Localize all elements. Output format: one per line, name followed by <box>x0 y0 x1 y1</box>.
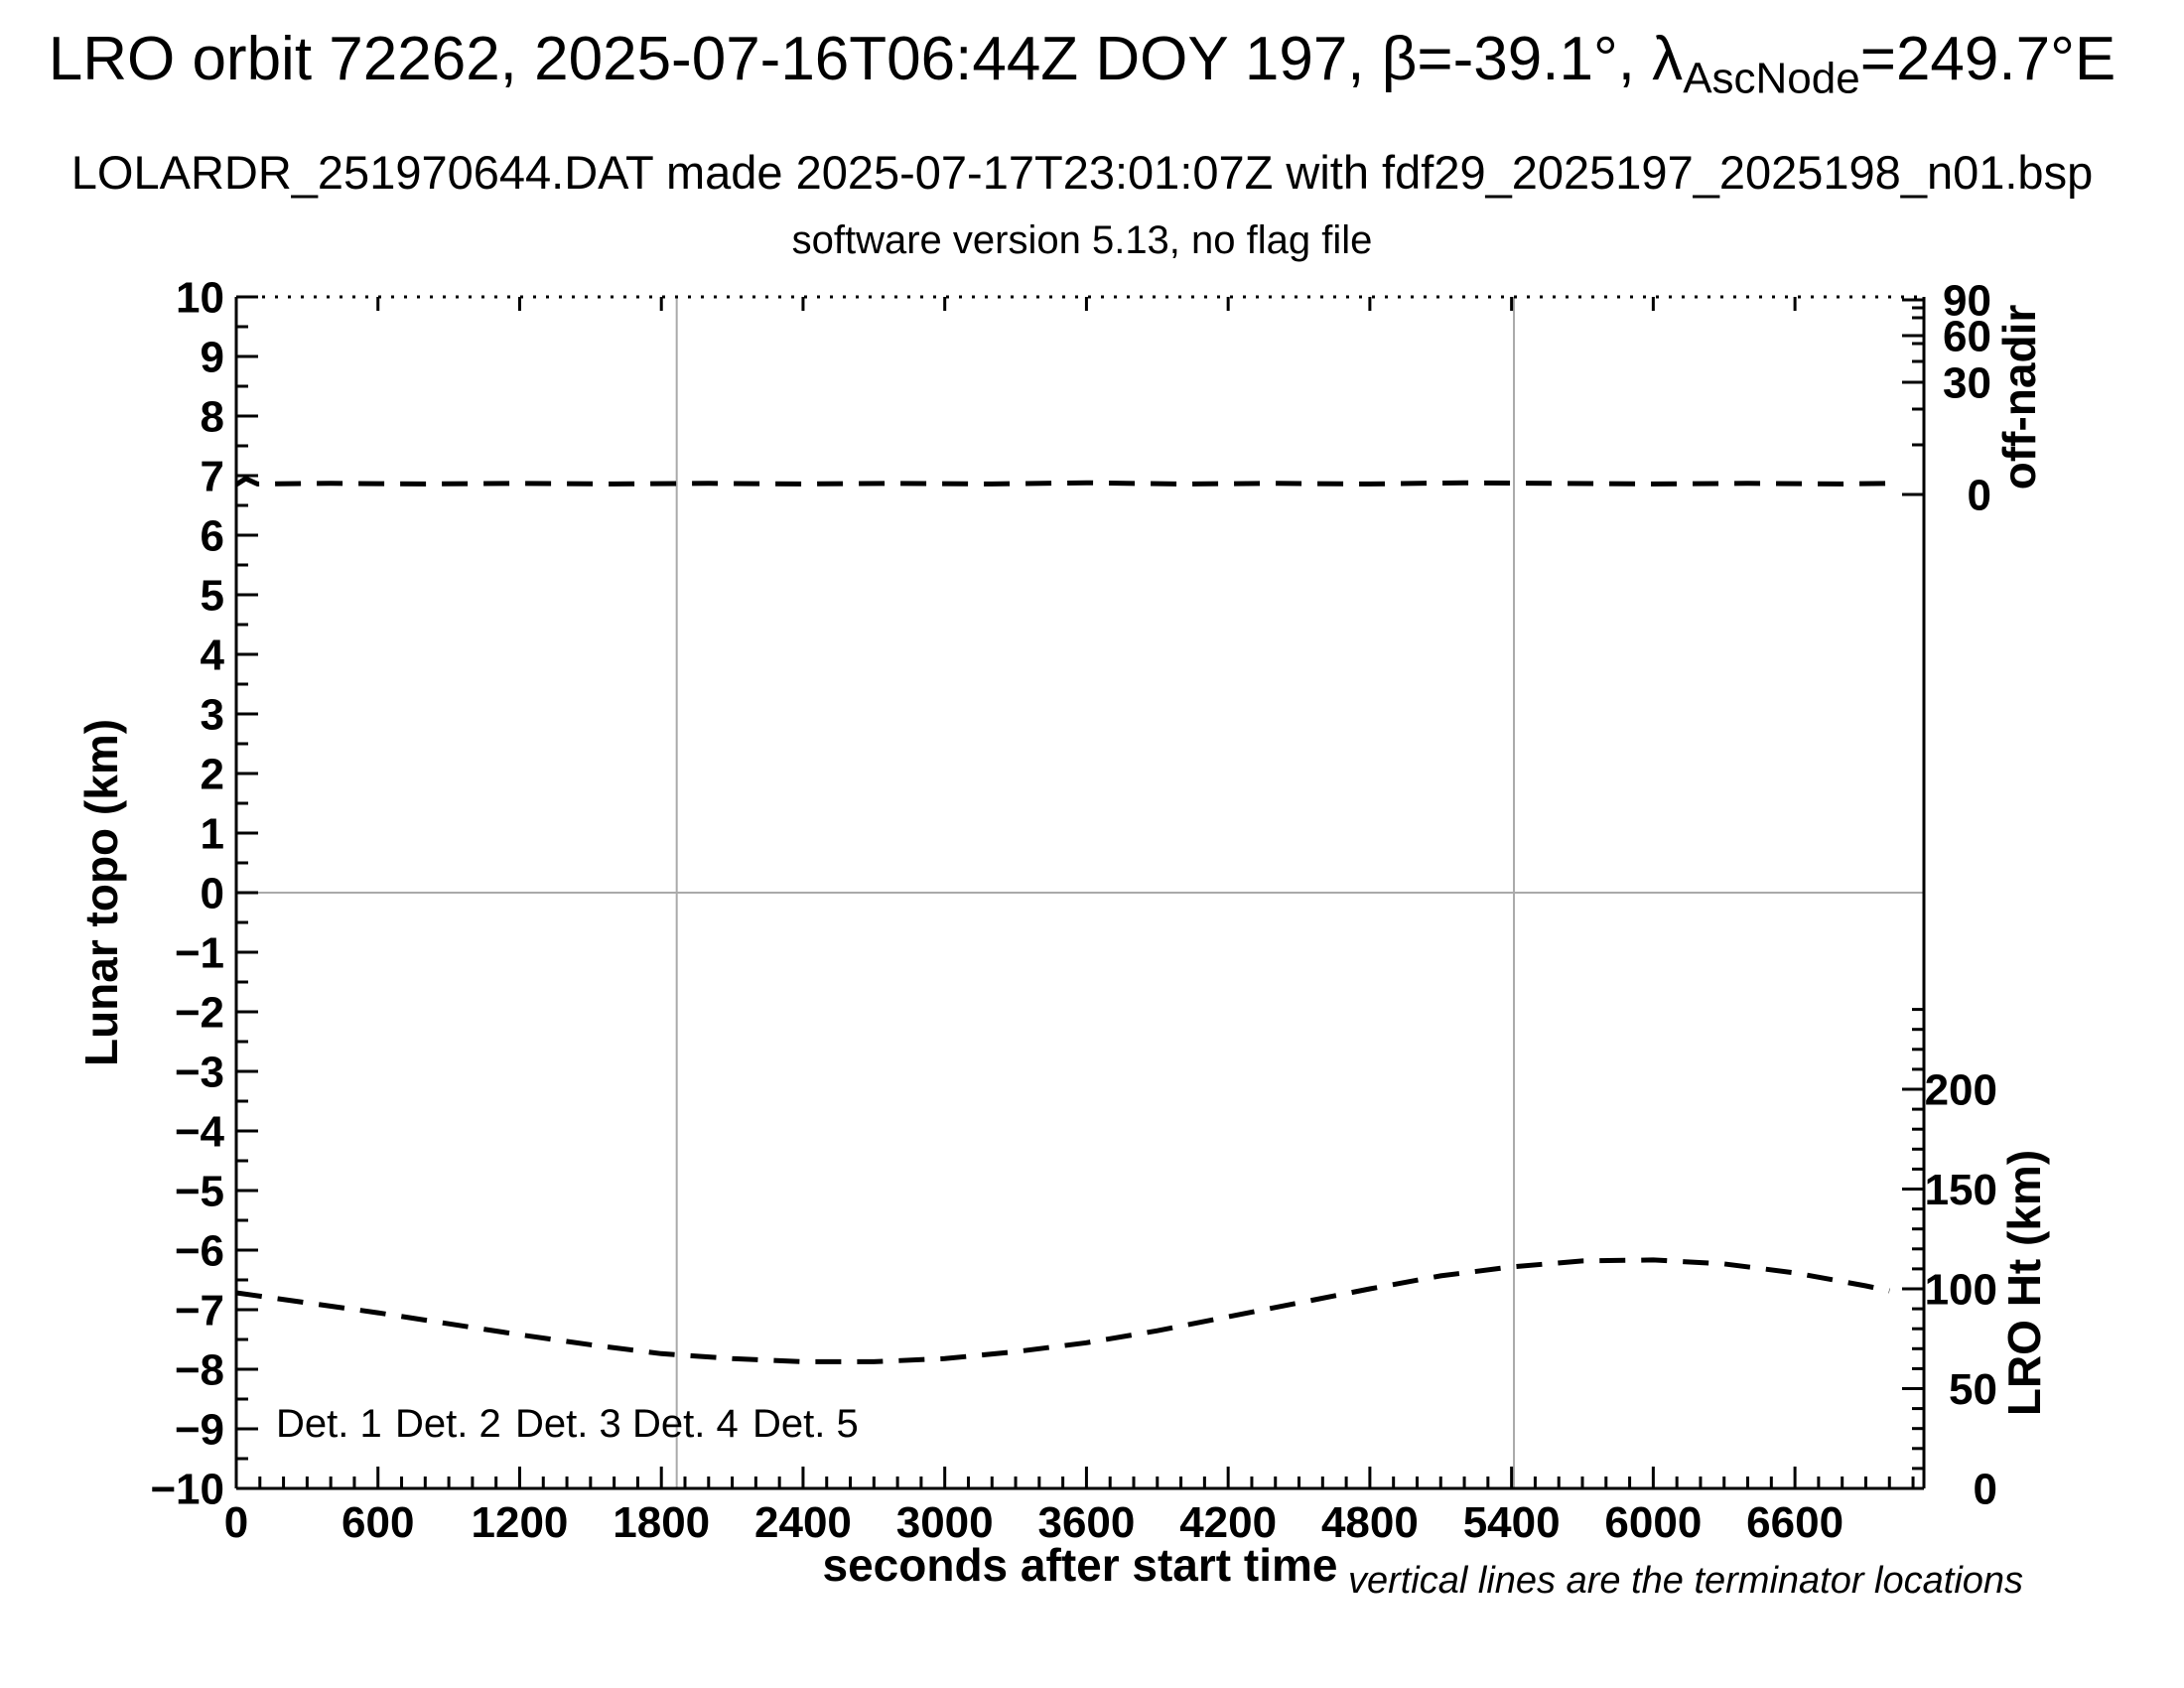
x-tick-label: 1800 <box>613 1498 710 1547</box>
offnadir-tick-label: 0 <box>1968 471 1991 519</box>
x-tick-label: 4800 <box>1321 1498 1419 1547</box>
offnadir-tick-label: 30 <box>1943 358 1991 407</box>
lroht-tick-label: 0 <box>1974 1465 1997 1513</box>
y-tick-label: −1 <box>175 928 224 977</box>
y-tick-label: 3 <box>201 690 224 739</box>
terminator-footnote: vertical lines are the terminator locati… <box>1348 1560 2023 1602</box>
x-axis-title: seconds after start time <box>823 1539 1338 1591</box>
legend-item: Det. 5 <box>752 1402 859 1446</box>
offnadir-tick-label: 90 <box>1943 276 1991 325</box>
y-tick-label: 10 <box>176 273 224 322</box>
chart-title-subscript: AscNode <box>1683 54 1860 103</box>
x-tick-label: 0 <box>224 1498 248 1547</box>
offnadir-tick-label: 60 <box>1943 312 1991 360</box>
chart-title: LRO orbit 72262, 2025-07-16T06:44Z DOY 1… <box>0 25 2164 103</box>
y-tick-label: −10 <box>150 1465 224 1513</box>
y-tick-label: −2 <box>175 988 224 1037</box>
chart-title-suffix: =249.7°E <box>1859 25 2116 93</box>
chart-title-prefix: LRO orbit 72262, 2025-07-16T06:44Z DOY 1… <box>48 25 1684 93</box>
chart-subtitle: LOLARDR_251970644.DAT made 2025-07-17T23… <box>70 146 2094 199</box>
lroht-tick-label: 50 <box>1949 1365 1997 1414</box>
off-nadir-series <box>234 476 1890 488</box>
y-tick-label: −6 <box>175 1226 224 1275</box>
legend-item: Det. 4 <box>632 1402 739 1446</box>
lroht-axis-title: LRO Ht (km) <box>1998 1150 2050 1416</box>
x-tick-label: 5400 <box>1463 1498 1561 1547</box>
y-tick-label: −7 <box>175 1286 224 1335</box>
offnadir-axis-title: off-nadir <box>1993 305 2045 491</box>
y-tick-label: −5 <box>175 1167 224 1215</box>
x-tick-label: 2400 <box>754 1498 852 1547</box>
legend-item: Det. 3 <box>515 1402 621 1446</box>
lroht-tick-label: 200 <box>1925 1065 1997 1114</box>
lroht-tick-label: 100 <box>1925 1265 1997 1314</box>
lroht-tick-label: 150 <box>1925 1166 1997 1214</box>
x-tick-label: 3000 <box>896 1498 994 1547</box>
y-tick-label: 2 <box>201 750 224 798</box>
y-tick-label: −4 <box>175 1107 225 1156</box>
chart-version-line: software version 5.13, no flag file <box>791 218 1373 262</box>
y-tick-label: −3 <box>175 1048 224 1096</box>
x-tick-label: 4200 <box>1179 1498 1277 1547</box>
x-tick-label: 1200 <box>472 1498 569 1547</box>
y-tick-label: 9 <box>201 333 224 381</box>
x-tick-label: 600 <box>341 1498 414 1547</box>
x-tick-label: 6600 <box>1746 1498 1843 1547</box>
x-tick-label: 3600 <box>1037 1498 1135 1547</box>
x-tick-label: 6000 <box>1604 1498 1702 1547</box>
y-tick-label: 8 <box>201 392 224 441</box>
y-tick-label: 6 <box>201 511 224 560</box>
y-tick-label: 5 <box>201 571 224 620</box>
y-tick-label: 4 <box>201 631 225 679</box>
lro-height-series <box>235 1257 1890 1364</box>
y-tick-label: 0 <box>201 869 224 917</box>
y-tick-label: −9 <box>175 1405 224 1454</box>
y-tick-label: 1 <box>201 809 224 858</box>
y-axis-title: Lunar topo (km) <box>75 719 127 1066</box>
y-tick-label: −8 <box>175 1345 224 1394</box>
y-tick-label: 7 <box>201 452 224 500</box>
legend-item: Det. 1 <box>276 1402 382 1446</box>
legend-item: Det. 2 <box>395 1402 501 1446</box>
